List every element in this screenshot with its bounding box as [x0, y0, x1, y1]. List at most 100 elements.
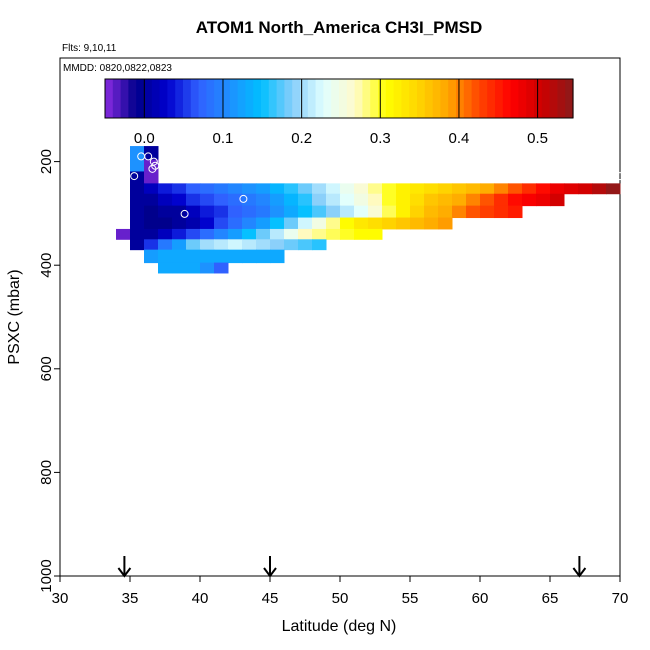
colorbar-swatch	[229, 79, 239, 118]
heatmap-cell	[284, 205, 299, 219]
heatmap-cell	[186, 249, 201, 264]
heatmap-cell	[354, 193, 369, 207]
heatmap-cell	[396, 205, 411, 219]
heatmap-cell	[256, 205, 271, 219]
flight-arrow	[263, 556, 277, 578]
heatmap-cell	[480, 205, 495, 219]
heatmap-cell	[354, 205, 369, 219]
colorbar-tick-label: 0.4	[449, 130, 470, 147]
heatmap-cell	[298, 239, 313, 251]
heatmap-cell	[606, 183, 621, 195]
colorbar-swatch	[323, 79, 332, 118]
flight-point	[196, 319, 204, 328]
heatmap-cell	[172, 239, 187, 251]
heatmap-cell	[200, 262, 215, 274]
colorbar-swatch	[456, 79, 465, 118]
y-tick-label: 400	[38, 253, 55, 278]
heatmap-cell	[256, 239, 271, 251]
heatmap-cell	[284, 217, 299, 230]
x-tick-label: 60	[472, 590, 489, 607]
heatmap-cell	[452, 193, 467, 207]
heatmap-cell	[564, 183, 579, 195]
colorbar-frame	[104, 78, 574, 119]
heatmap-cell	[130, 193, 145, 207]
heatmap-cell	[158, 249, 173, 264]
colorbar-swatch	[292, 79, 301, 118]
heatmap-cell	[214, 183, 229, 195]
heatmap-cell	[158, 228, 173, 240]
heatmap-cell	[298, 205, 313, 219]
heatmap-cell	[256, 249, 271, 264]
heatmap-cell	[144, 183, 159, 195]
heatmap-cell	[340, 228, 355, 240]
colorbar-swatch	[502, 79, 512, 118]
flight-arrow-head	[572, 567, 587, 578]
heatmap-cell	[382, 205, 397, 219]
heatmap-cell	[508, 205, 523, 219]
heatmap-cell	[312, 228, 327, 240]
colorbar-swatch	[479, 79, 488, 118]
heatmap-cell	[410, 183, 425, 195]
colorbar-swatch	[175, 79, 184, 118]
colorbar-swatch	[151, 79, 161, 118]
x-axis: 30 35 40 45 50 55 60 65 70	[52, 576, 629, 607]
heatmap-cell	[438, 205, 453, 219]
heatmap-cell	[172, 183, 187, 195]
heatmap-cell	[200, 193, 215, 207]
x-tick-label: 70	[612, 590, 629, 607]
heatmap-cell	[200, 183, 215, 195]
x-tick-label: 30	[52, 590, 69, 607]
x-tick-label: 50	[332, 590, 349, 607]
flight-arrow	[572, 556, 587, 578]
heatmap-cell	[228, 228, 243, 240]
heatmap-cell	[396, 183, 411, 195]
heatmap-cell	[326, 217, 341, 230]
heatmap-cell	[522, 183, 537, 195]
heatmap-cell	[242, 205, 257, 219]
flight-point	[147, 320, 155, 329]
heatmap-cell	[354, 183, 369, 195]
colorbar-swatch	[159, 79, 168, 118]
flight-point	[149, 157, 158, 166]
heatmap-cell	[186, 239, 201, 251]
y-axis-label: PSXC (mbar)	[6, 269, 23, 364]
x-tick-label: 40	[192, 590, 209, 607]
flight-point	[165, 366, 174, 375]
colorbar-swatch	[378, 79, 387, 118]
colorbar-swatch	[128, 79, 137, 118]
heatmap-cell	[158, 193, 173, 207]
y-axis: 200 400 600 800 1000	[38, 149, 60, 593]
colorbar-swatch	[167, 79, 176, 118]
heatmap-cell	[550, 183, 565, 195]
heatmap-cell	[130, 159, 145, 172]
heatmap-cell	[312, 217, 327, 230]
flight-point	[123, 279, 132, 288]
colorbar-swatch	[276, 79, 285, 118]
heatmap-cell	[200, 239, 215, 251]
heatmap-cell	[508, 183, 523, 195]
colorbar-swatch	[549, 79, 558, 118]
heatmap-cell	[340, 183, 355, 195]
heatmap-cell	[270, 183, 285, 195]
heatmap-cell	[550, 193, 565, 207]
heatmap-cell	[130, 228, 145, 240]
colorbar-tick-label: 0.1	[213, 130, 234, 147]
flight-point	[239, 194, 248, 203]
heatmap-cell	[536, 183, 551, 195]
heatmap-cell	[200, 249, 215, 264]
heatmap-cell	[326, 205, 341, 219]
heatmap-cell	[410, 217, 425, 230]
flight-point	[130, 172, 139, 181]
heatmap-cell	[172, 193, 187, 207]
heatmap-cell	[368, 183, 383, 195]
heatmap-cell	[326, 228, 341, 240]
heatmap-cell	[354, 217, 369, 230]
heatmap-cell	[144, 193, 159, 207]
heatmap-cell	[186, 205, 201, 219]
flight-point	[217, 363, 225, 372]
flight-arrow-head	[117, 567, 132, 578]
heatmap-cell	[424, 193, 439, 207]
heatmap-cell	[144, 146, 159, 161]
y-tick-label: 600	[38, 356, 55, 381]
